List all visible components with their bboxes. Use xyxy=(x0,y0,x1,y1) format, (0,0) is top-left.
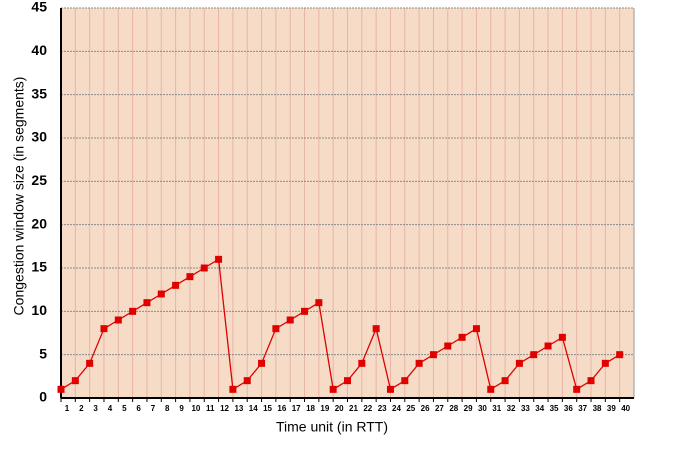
x-tick-label: 22 xyxy=(363,404,372,413)
x-tick-label: 15 xyxy=(263,404,272,413)
marker xyxy=(172,281,180,289)
x-tick-label: 31 xyxy=(492,404,501,413)
marker xyxy=(329,385,337,393)
x-axis-label: Time unit (in RTT) xyxy=(276,419,388,435)
x-tick-label: 35 xyxy=(550,404,559,413)
x-tick-label: 37 xyxy=(578,404,587,413)
x-tick-label: 14 xyxy=(249,404,258,413)
marker xyxy=(544,342,552,350)
marker xyxy=(401,377,409,385)
x-tick-label: 7 xyxy=(151,404,156,413)
y-tick-label: 5 xyxy=(39,345,47,361)
x-tick-label: 20 xyxy=(335,404,344,413)
marker xyxy=(301,307,309,315)
x-tick-label: 40 xyxy=(621,404,630,413)
x-tick-label: 19 xyxy=(320,404,329,413)
marker xyxy=(143,299,151,307)
marker xyxy=(358,359,366,367)
x-tick-label: 13 xyxy=(234,404,243,413)
y-tick-label: 45 xyxy=(31,0,47,15)
x-tick-label: 26 xyxy=(421,404,430,413)
x-tick-label: 1 xyxy=(65,404,70,413)
marker xyxy=(386,385,394,393)
x-tick-label: 8 xyxy=(165,404,170,413)
marker xyxy=(415,359,423,367)
marker xyxy=(472,325,480,333)
x-tick-label: 32 xyxy=(507,404,516,413)
y-tick-label: 25 xyxy=(31,172,47,188)
y-tick-label: 40 xyxy=(31,42,47,58)
y-axis-label: Congestion window size (in segments) xyxy=(11,77,27,316)
line xyxy=(60,258,621,391)
x-tick-label: 30 xyxy=(478,404,487,413)
y-tick-label: 15 xyxy=(31,259,47,275)
x-tick-label: 4 xyxy=(108,404,113,413)
marker xyxy=(86,359,94,367)
marker xyxy=(616,351,624,359)
x-tick-label: 23 xyxy=(378,404,387,413)
x-tick-label: 28 xyxy=(449,404,458,413)
x-tick-label: 12 xyxy=(220,404,229,413)
grid xyxy=(60,7,634,399)
x-tick-label: 3 xyxy=(93,404,98,413)
x-tick-label: 9 xyxy=(179,404,184,413)
x-tick-label: 29 xyxy=(464,404,473,413)
x-tick-label: 21 xyxy=(349,404,358,413)
marker xyxy=(515,359,523,367)
y-tick-label: 20 xyxy=(31,215,47,231)
marker xyxy=(215,255,223,263)
marker xyxy=(243,377,251,385)
y-tick-label: 30 xyxy=(31,129,47,145)
marker xyxy=(71,377,79,385)
marker xyxy=(200,264,208,272)
marker xyxy=(114,316,122,324)
marker xyxy=(229,385,237,393)
marker xyxy=(573,385,581,393)
marker xyxy=(501,377,509,385)
x-tick-label: 24 xyxy=(392,404,401,413)
marker xyxy=(57,385,65,393)
marker xyxy=(487,385,495,393)
marker xyxy=(601,359,609,367)
x-tick-label: 5 xyxy=(122,404,127,413)
x-tick-label: 33 xyxy=(521,404,530,413)
x-tick-label: 34 xyxy=(535,404,544,413)
marker xyxy=(258,359,266,367)
x-tick-label: 10 xyxy=(191,404,200,413)
marker xyxy=(587,377,595,385)
marker xyxy=(100,325,108,333)
x-tick-label: 17 xyxy=(292,404,301,413)
marker xyxy=(344,377,351,385)
y-tick-label: 10 xyxy=(31,302,47,318)
x-tick-label: 11 xyxy=(206,404,215,413)
marker xyxy=(444,342,452,350)
marker xyxy=(429,351,437,359)
y-tick-label: 35 xyxy=(31,85,47,101)
marker xyxy=(458,333,466,341)
x-tick-label: 27 xyxy=(435,404,444,413)
x-tick-label: 16 xyxy=(277,404,286,413)
x-tick-label: 18 xyxy=(306,404,315,413)
marker xyxy=(157,290,165,298)
marker xyxy=(558,333,566,341)
marker xyxy=(372,325,380,333)
x-tick-label: 36 xyxy=(564,404,573,413)
x-tick-label: 6 xyxy=(136,404,141,413)
y-tick-label: 0 xyxy=(39,389,47,405)
x-tick-label: 2 xyxy=(79,404,84,413)
marker xyxy=(286,316,294,324)
marker xyxy=(530,351,538,359)
x-tick-label: 25 xyxy=(406,404,415,413)
x-tick-label: 39 xyxy=(607,404,616,413)
marker xyxy=(129,307,137,315)
marker xyxy=(315,299,323,307)
marker xyxy=(186,273,194,281)
x-tick-label: 38 xyxy=(593,404,602,413)
marker xyxy=(272,325,280,333)
